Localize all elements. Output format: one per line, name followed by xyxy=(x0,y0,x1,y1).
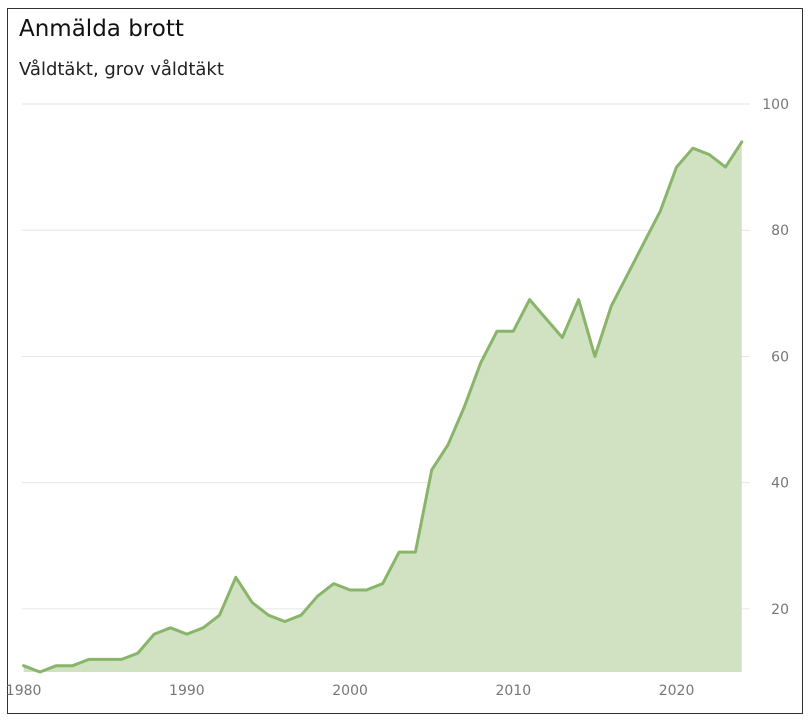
y-tick-label-60: 60 xyxy=(771,349,789,365)
y-tick-label-40: 40 xyxy=(771,476,789,492)
y-tick-label-100: 100 xyxy=(762,97,789,113)
chart-title: Anmälda brott xyxy=(19,16,184,42)
x-tick-label-2010: 2010 xyxy=(495,683,531,699)
series-line-group xyxy=(22,140,744,674)
series-line xyxy=(22,140,744,674)
x-tick-label-1980: 1980 xyxy=(6,683,42,699)
x-axis-ticks: 1980 1990 2000 2010 2020 xyxy=(6,683,695,699)
y-tick-label-80: 80 xyxy=(771,223,789,239)
series-area xyxy=(23,141,742,672)
x-tick-label-2000: 2000 xyxy=(332,683,368,699)
x-tick-label-2020: 2020 xyxy=(659,683,695,699)
y-tick-label-20: 20 xyxy=(771,602,789,618)
area-fill xyxy=(23,141,742,672)
chart-subtitle: Våldtäkt, grov våldtäkt xyxy=(19,59,224,80)
y-axis-ticks: 20 40 60 80 100 xyxy=(762,97,789,618)
x-tick-label-1990: 1990 xyxy=(169,683,205,699)
